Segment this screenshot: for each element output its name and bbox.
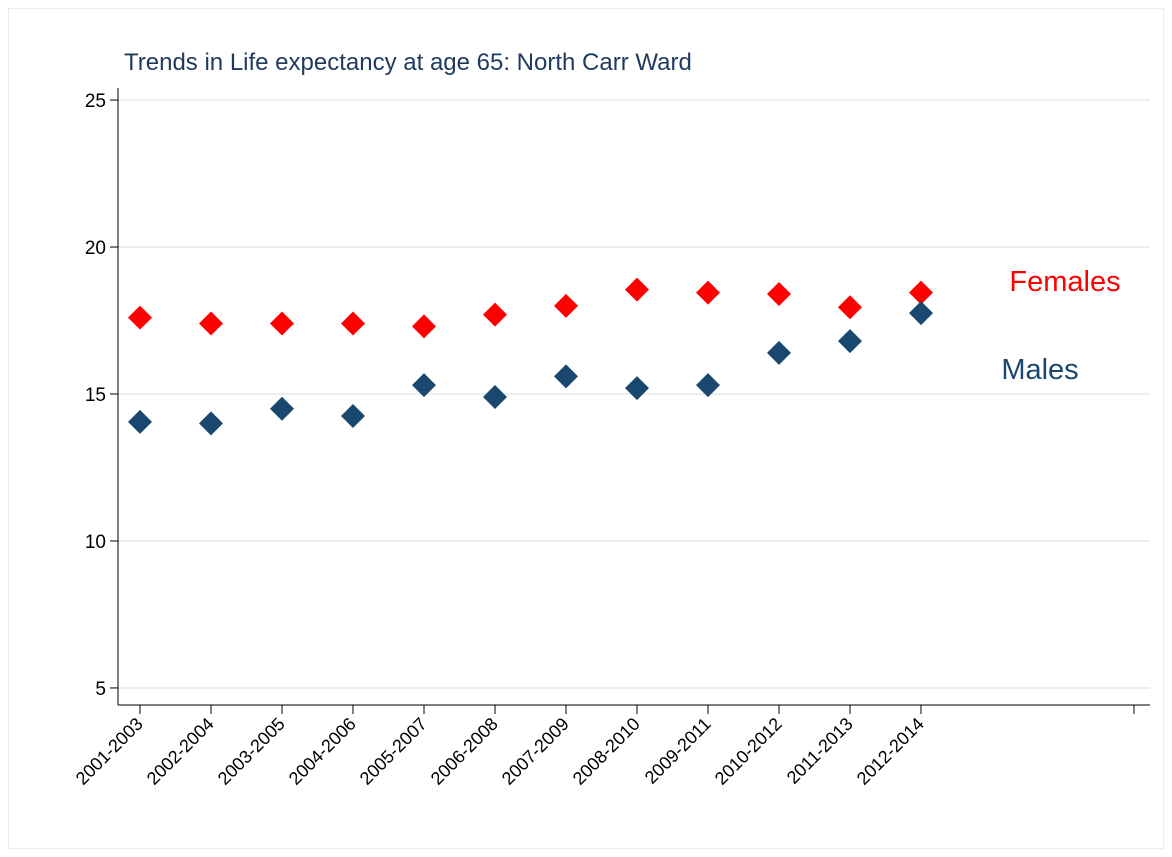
y-tick-label: 5 [95, 679, 106, 700]
marker [199, 311, 223, 336]
marker [696, 280, 720, 305]
marker [270, 311, 294, 336]
marker [696, 373, 720, 398]
marker [838, 295, 862, 320]
y-tick-label: 20 [85, 238, 106, 259]
marker [909, 280, 933, 305]
marker [625, 277, 649, 302]
marker [838, 329, 862, 354]
y-tick-label: 25 [85, 91, 106, 112]
series-label: Males [1001, 354, 1078, 386]
marker [483, 302, 507, 327]
y-tick-label: 15 [85, 385, 106, 406]
marker [483, 384, 507, 409]
chart-title: Trends in Life expectancy at age 65: Nor… [124, 49, 692, 76]
y-tick-label: 10 [85, 532, 106, 553]
marker [554, 364, 578, 389]
marker [767, 340, 791, 365]
chart-frame [8, 8, 1164, 849]
marker [128, 305, 152, 330]
marker [767, 282, 791, 307]
series-label: Females [1009, 266, 1120, 298]
marker [341, 311, 365, 336]
marker [554, 293, 578, 318]
marker [909, 301, 933, 326]
marker [412, 314, 436, 339]
marker [199, 411, 223, 436]
marker [412, 373, 436, 398]
marker [341, 404, 365, 429]
marker [270, 396, 294, 421]
marker [625, 376, 649, 401]
marker [128, 409, 152, 434]
